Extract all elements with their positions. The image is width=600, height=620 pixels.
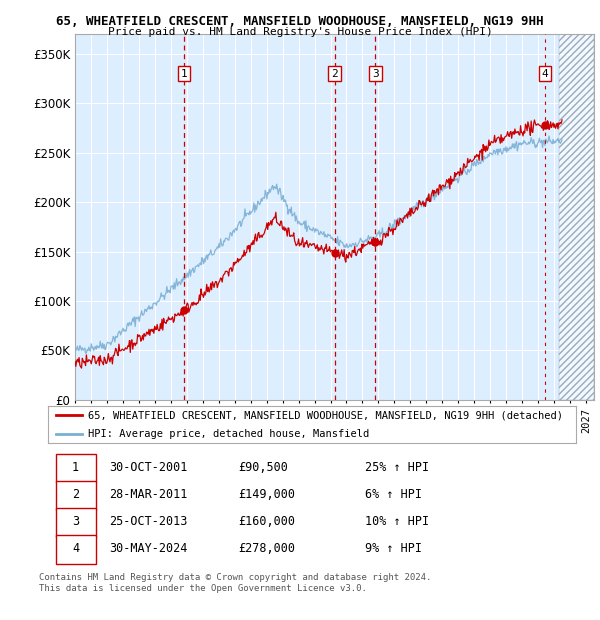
- Text: 65, WHEATFIELD CRESCENT, MANSFIELD WOODHOUSE, MANSFIELD, NG19 9HH (detached): 65, WHEATFIELD CRESCENT, MANSFIELD WOODH…: [88, 410, 563, 420]
- Text: 25% ↑ HPI: 25% ↑ HPI: [365, 461, 429, 474]
- Text: 3: 3: [72, 515, 79, 528]
- Text: £90,500: £90,500: [238, 461, 288, 474]
- Text: 25-OCT-2013: 25-OCT-2013: [109, 515, 187, 528]
- Text: 10% ↑ HPI: 10% ↑ HPI: [365, 515, 429, 528]
- FancyBboxPatch shape: [56, 481, 95, 510]
- Text: 6% ↑ HPI: 6% ↑ HPI: [365, 488, 422, 501]
- Text: 2: 2: [72, 488, 79, 501]
- Text: 1: 1: [72, 461, 79, 474]
- Text: 28-MAR-2011: 28-MAR-2011: [109, 488, 187, 501]
- Text: £160,000: £160,000: [238, 515, 295, 528]
- Text: 4: 4: [72, 542, 79, 555]
- Text: 1: 1: [181, 69, 187, 79]
- Text: Contains HM Land Registry data © Crown copyright and database right 2024.
This d: Contains HM Land Registry data © Crown c…: [39, 574, 431, 593]
- Text: 30-MAY-2024: 30-MAY-2024: [109, 542, 187, 555]
- Text: 3: 3: [372, 69, 379, 79]
- FancyBboxPatch shape: [56, 536, 95, 564]
- FancyBboxPatch shape: [56, 508, 95, 537]
- FancyBboxPatch shape: [56, 454, 95, 482]
- Text: 4: 4: [541, 69, 548, 79]
- Text: £149,000: £149,000: [238, 488, 295, 501]
- Text: 30-OCT-2001: 30-OCT-2001: [109, 461, 187, 474]
- Text: 2: 2: [331, 69, 338, 79]
- Text: Price paid vs. HM Land Registry's House Price Index (HPI): Price paid vs. HM Land Registry's House …: [107, 27, 493, 37]
- Text: £278,000: £278,000: [238, 542, 295, 555]
- Text: 65, WHEATFIELD CRESCENT, MANSFIELD WOODHOUSE, MANSFIELD, NG19 9HH: 65, WHEATFIELD CRESCENT, MANSFIELD WOODH…: [56, 15, 544, 28]
- Text: HPI: Average price, detached house, Mansfield: HPI: Average price, detached house, Mans…: [88, 429, 369, 439]
- Text: 9% ↑ HPI: 9% ↑ HPI: [365, 542, 422, 555]
